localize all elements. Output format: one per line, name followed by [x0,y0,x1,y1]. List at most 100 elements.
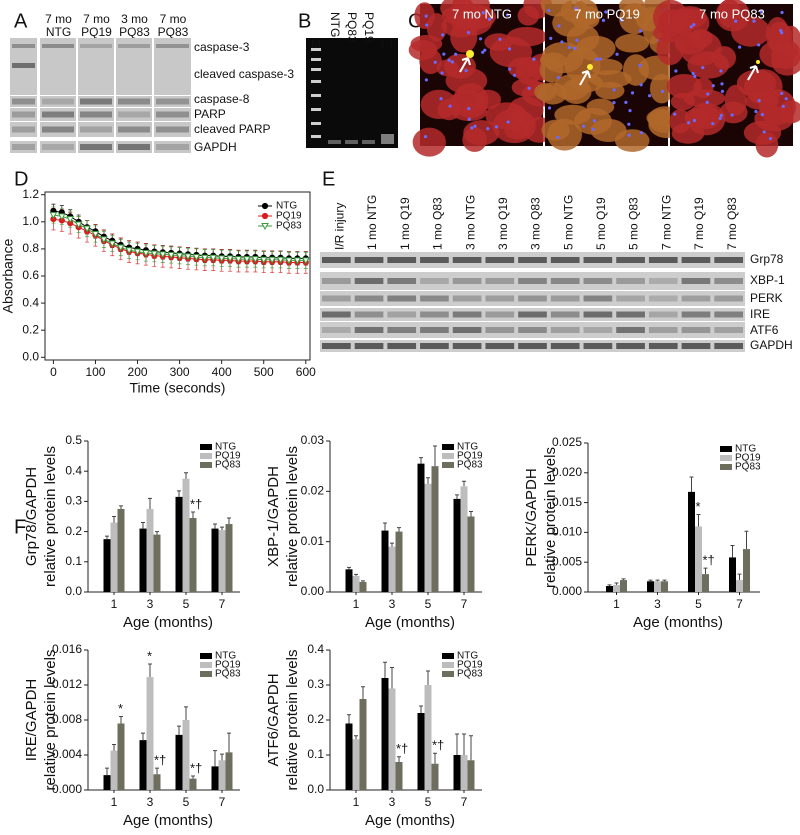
nucleus [467,106,471,111]
blot-band [322,257,351,263]
cell [622,54,650,86]
bar [424,685,432,790]
bar [647,581,654,592]
error-bar [119,505,123,509]
error-bar [390,667,394,689]
x-tick-label: 1 [353,795,360,809]
nucleus [660,89,665,94]
bar [182,720,190,790]
x-tick-label: 400 [212,365,232,379]
nucleus [673,112,677,116]
nucleus [512,73,517,77]
lane-label: PQ83 [119,25,150,39]
bar [110,522,118,592]
y-tick-label: 0.0 [65,584,82,598]
nucleus [691,71,695,76]
nucleus [532,57,536,61]
lane-label: (-) [381,36,393,50]
error-bar [220,753,224,761]
blot [320,291,745,306]
cell [484,33,513,51]
x-tick-label: 3 [389,597,396,611]
cell [539,52,567,69]
ladder-band [311,94,321,97]
nucleus [601,18,606,23]
legend-label: NTG [215,651,236,662]
nucleus [757,99,761,103]
blot-band [42,144,74,150]
blot-band [583,311,613,318]
ladder-band [311,68,321,71]
legend-marker [261,202,269,210]
y-tick-label: 0.02 [301,484,325,498]
panel-label: F [14,516,26,538]
band-label: cleaved PARP [194,122,270,136]
marker [192,254,201,262]
nucleus [441,33,445,37]
y-tick-label: 0.5 [65,433,82,447]
nucleus [507,47,512,51]
blot-band [648,278,678,284]
error-bar [390,542,394,547]
nucleus [612,100,616,105]
blot-band [387,295,417,302]
ladder-band [311,48,321,51]
nucleus [719,113,723,118]
band-label: caspase-3 [194,40,250,54]
bar [460,486,468,592]
cell [649,73,674,104]
blot-band [648,257,678,263]
nucleus [768,136,773,141]
bar [189,518,197,592]
bar [395,762,403,790]
nucleus [424,14,428,18]
lane-label: 7 mo Q83 [725,197,739,250]
x-tick-label: 1 [353,597,360,611]
y-tick-label: 0.0 [22,349,39,363]
error-bar [607,584,612,587]
nucleus [556,135,560,140]
x-tick-label: 3 [147,795,154,809]
blot-band [118,44,150,48]
bar [417,463,425,592]
blot-band [42,44,74,48]
annotation: * [118,701,123,716]
y-tick-label: 0.8 [22,241,39,255]
nucleus [466,31,471,35]
ladder-band [311,135,321,138]
error-bar [361,686,365,699]
blot-band [681,278,711,284]
blot-band [485,278,515,284]
blot-band [648,295,678,302]
error-bar [184,706,188,720]
bar [695,526,702,592]
nucleus [424,78,428,82]
marker [74,221,83,229]
nucleus [505,13,510,17]
x-tick-label: 7 [461,597,468,611]
legend-label: NTG [457,442,478,453]
band-label: Grp78 [750,252,784,266]
nucleus [701,66,705,70]
nucleus [711,121,715,126]
y-axis-title: relative protein levels [42,446,59,587]
nucleus [425,23,429,27]
bar [620,580,627,592]
lane-label: 7 mo [45,12,72,26]
lane-label: 7 mo Q19 [692,197,706,250]
nucleus [720,82,724,86]
nucleus [706,92,710,96]
error-bar [426,670,430,685]
blot [154,96,191,107]
blot-band [420,327,449,333]
annotation: *† [190,496,202,511]
bar [381,678,389,790]
band-label: cleaved caspase-3 [194,67,294,81]
blot-band [118,98,150,105]
cell [538,82,568,105]
cell [426,13,447,42]
cell [731,16,771,47]
blot-band [714,278,743,284]
marker [184,253,192,261]
bar [395,531,403,592]
